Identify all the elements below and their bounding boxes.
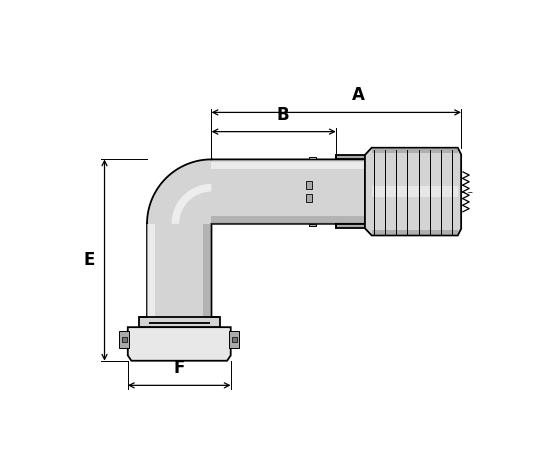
Polygon shape <box>119 331 129 348</box>
Polygon shape <box>232 337 237 342</box>
Polygon shape <box>372 148 458 153</box>
Polygon shape <box>365 148 461 236</box>
Polygon shape <box>122 337 127 342</box>
Polygon shape <box>372 230 458 236</box>
Text: B: B <box>276 106 289 124</box>
Text: F: F <box>174 359 185 377</box>
Polygon shape <box>372 186 458 197</box>
Polygon shape <box>172 184 212 224</box>
Polygon shape <box>128 327 231 361</box>
Polygon shape <box>212 162 365 169</box>
Polygon shape <box>147 224 155 327</box>
Polygon shape <box>309 224 316 226</box>
Polygon shape <box>139 318 220 327</box>
Polygon shape <box>336 224 365 228</box>
Polygon shape <box>229 331 239 348</box>
Polygon shape <box>204 224 212 327</box>
Text: A: A <box>352 87 365 104</box>
Polygon shape <box>309 157 316 159</box>
Polygon shape <box>336 155 365 159</box>
Polygon shape <box>149 322 209 324</box>
Polygon shape <box>306 181 312 189</box>
Polygon shape <box>306 194 312 202</box>
Polygon shape <box>212 216 365 224</box>
Polygon shape <box>147 159 365 327</box>
Text: E: E <box>83 251 95 269</box>
